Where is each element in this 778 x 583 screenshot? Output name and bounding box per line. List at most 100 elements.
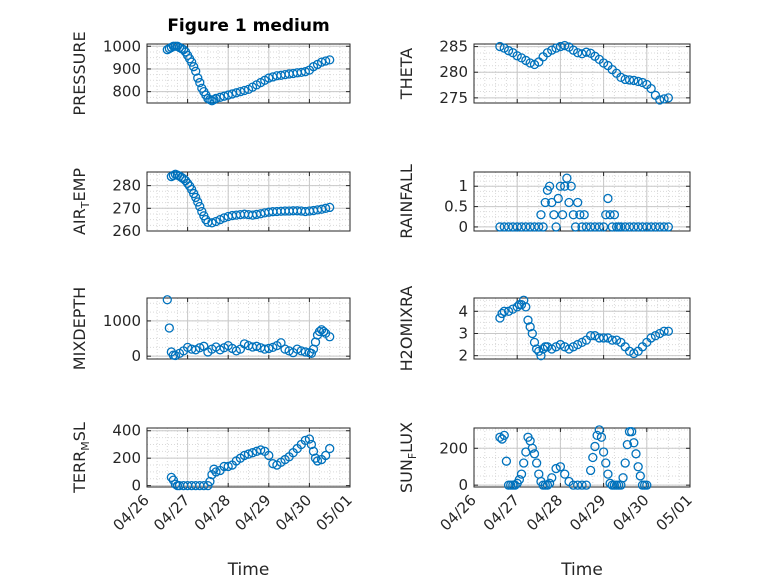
- data-point: [534, 222, 544, 232]
- data-point: [219, 91, 229, 101]
- data-point: [525, 58, 535, 68]
- data-point: [547, 197, 557, 208]
- data-point: [300, 347, 310, 357]
- y-tick-label: 275: [439, 89, 468, 107]
- data-point: [312, 456, 323, 466]
- x-tick-label: 05/01: [653, 491, 696, 534]
- y-tick-label: 285: [439, 38, 468, 56]
- axes-box: [146, 427, 351, 488]
- data-point: [325, 55, 335, 65]
- data-point: [536, 351, 546, 361]
- data-point: [588, 452, 598, 463]
- data-point: [256, 445, 266, 455]
- data-point: [555, 41, 566, 52]
- axes-box: [473, 43, 691, 104]
- data-point: [193, 73, 203, 83]
- data-point: [514, 474, 525, 485]
- data-point: [325, 332, 335, 342]
- data-point: [523, 315, 533, 325]
- data-point: [603, 193, 613, 204]
- data-point: [560, 40, 570, 51]
- y-tick-label: 260: [112, 222, 141, 240]
- data-point: [531, 344, 542, 354]
- data-point: [585, 465, 596, 476]
- y-tick-label: 200: [112, 449, 141, 467]
- data-point: [611, 335, 622, 345]
- data-point: [503, 46, 514, 56]
- y-axis-label-3: AIRTEMP: [70, 168, 92, 235]
- data-point: [622, 439, 633, 450]
- y-axis-label-1: PRESSURE: [70, 31, 89, 115]
- data-point: [663, 326, 674, 336]
- data-point: [557, 210, 568, 220]
- data-point: [264, 450, 274, 461]
- data-point: [205, 94, 215, 105]
- data-point: [592, 430, 602, 441]
- data-point: [227, 89, 237, 99]
- data-point: [603, 333, 613, 343]
- data-point: [566, 181, 576, 191]
- data-point: [189, 62, 199, 72]
- data-point: [655, 328, 665, 339]
- y-tick-label: 3: [458, 324, 468, 342]
- data-point: [581, 47, 591, 57]
- data-point: [605, 478, 615, 488]
- data-point: [629, 75, 639, 86]
- data-point: [573, 339, 583, 350]
- axes-box: [473, 297, 691, 360]
- y-tick-label: 2: [458, 347, 468, 365]
- data-point: [195, 201, 205, 212]
- data-point: [211, 467, 221, 477]
- data-point: [551, 222, 561, 232]
- data-point: [624, 75, 635, 85]
- data-point: [562, 173, 572, 183]
- data-point: [529, 337, 540, 348]
- data-point: [579, 210, 589, 220]
- data-point: [564, 344, 574, 354]
- data-point: [544, 478, 555, 488]
- data-point: [325, 443, 335, 454]
- data-point: [187, 57, 197, 67]
- data-point: [320, 450, 331, 461]
- data-point: [495, 313, 505, 323]
- data-point: [620, 458, 630, 468]
- y-axis-label-4: RAINFALL: [397, 164, 416, 239]
- data-point: [568, 210, 579, 220]
- data-point: [659, 326, 669, 336]
- y-axis-label-8: SUNFLUX: [397, 422, 419, 493]
- y-axis-label-7: TERRMSL: [70, 422, 92, 494]
- data-point: [646, 333, 656, 343]
- y-tick-label: 280: [439, 63, 468, 81]
- data-point: [659, 222, 669, 232]
- data-point: [235, 87, 246, 97]
- figure-title: Figure 1 medium: [167, 16, 329, 36]
- data-point: [243, 449, 254, 459]
- data-point: [205, 476, 215, 487]
- data-point: [577, 480, 587, 490]
- y-tick-label: 280: [112, 177, 141, 195]
- data-point: [164, 323, 174, 333]
- data-point: [555, 181, 566, 191]
- data-point: [247, 448, 258, 458]
- data-point: [239, 450, 250, 461]
- y-tick-label: 0.5: [444, 198, 468, 216]
- data-point: [519, 458, 529, 468]
- data-point: [564, 197, 574, 208]
- y-tick-label: 0: [131, 477, 141, 495]
- data-point: [527, 328, 537, 339]
- data-point: [310, 453, 321, 463]
- data-point: [633, 76, 643, 87]
- data-point: [585, 331, 596, 341]
- y-tick-label: 400: [112, 422, 141, 440]
- data-point: [527, 443, 537, 453]
- data-point: [501, 456, 512, 466]
- data-point: [503, 306, 514, 316]
- data-point: [516, 469, 527, 479]
- data-point: [536, 210, 546, 220]
- x-tick-label: 04/28: [523, 491, 566, 534]
- data-point: [655, 95, 665, 105]
- data-point: [314, 326, 325, 337]
- data-point: [547, 45, 557, 55]
- data-point: [573, 197, 583, 208]
